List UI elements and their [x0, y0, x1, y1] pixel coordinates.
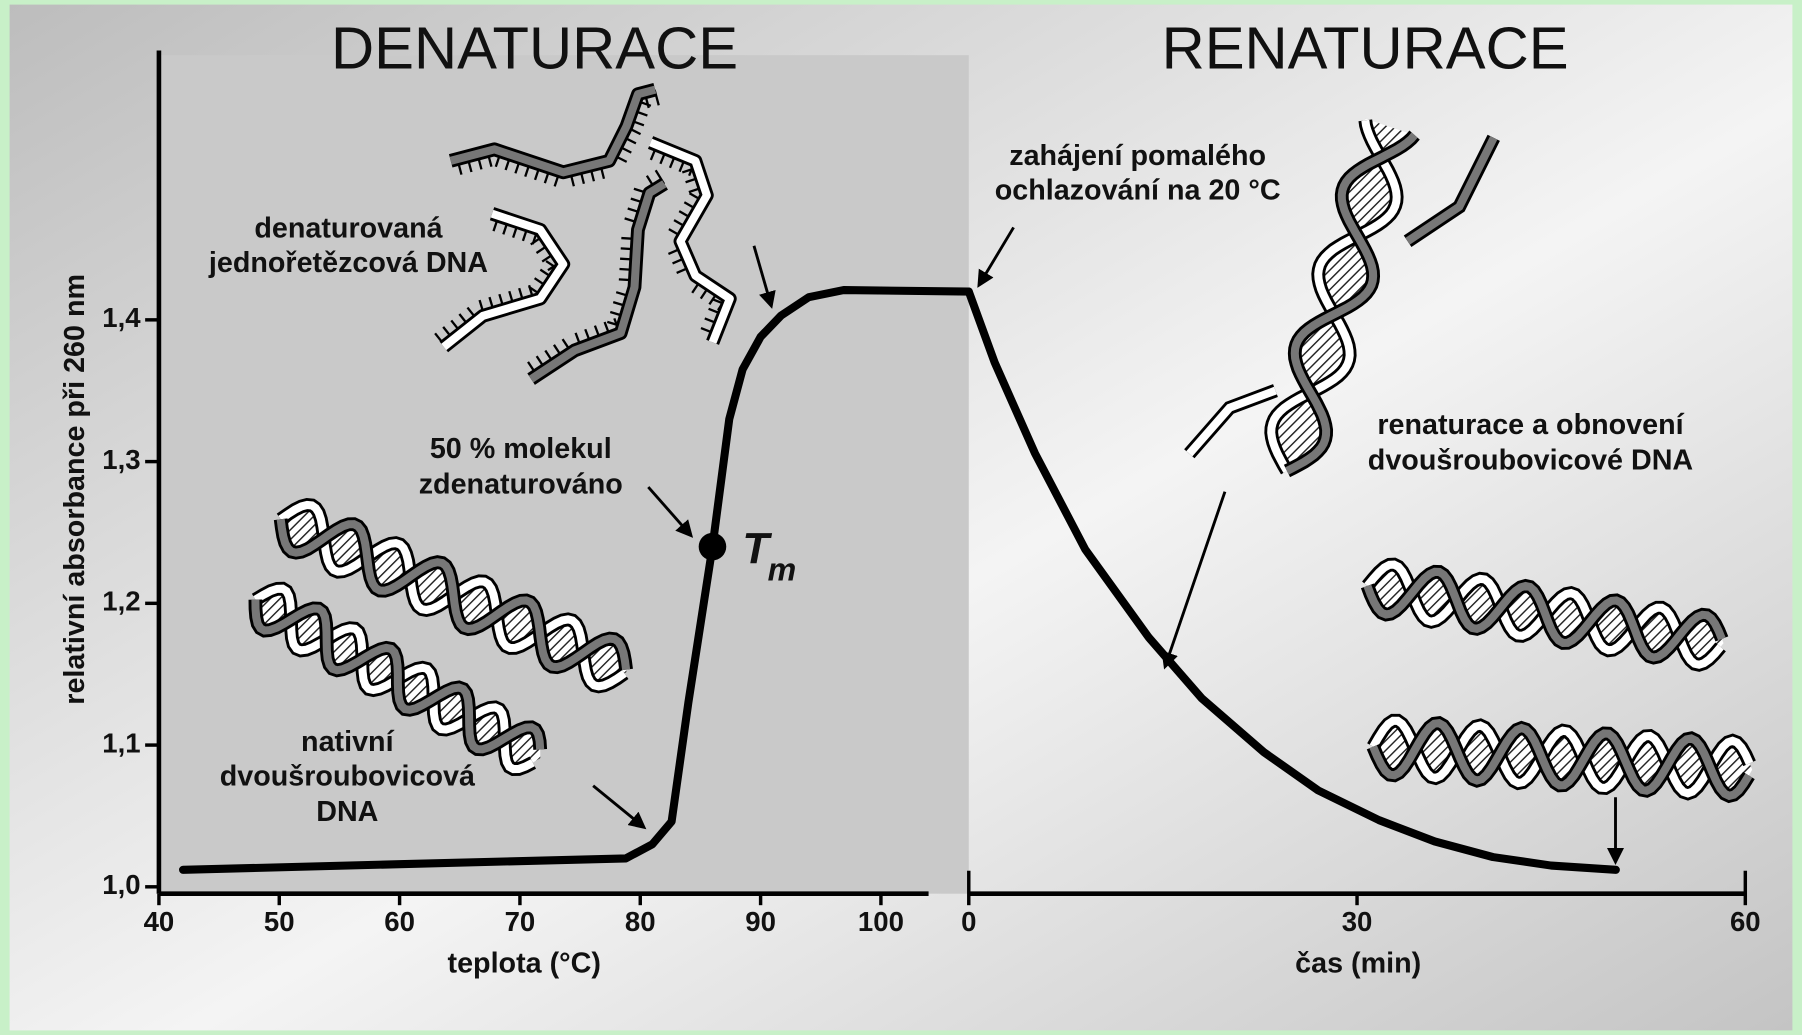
tm-subscript: m [768, 551, 797, 587]
annotation: nativní [301, 726, 395, 758]
annotation: zdenaturováno [419, 468, 623, 500]
x-tick-label: 60 [1730, 906, 1761, 937]
annotation: DNA [316, 796, 378, 828]
x-tick-label: 90 [745, 906, 776, 937]
annotation: 50 % molekul [430, 433, 612, 465]
x-tick-label: 0 [961, 906, 976, 937]
x-tick-label: 100 [858, 906, 904, 937]
x-axis-label: čas (min) [1295, 948, 1421, 980]
x-tick-label: 70 [505, 906, 536, 937]
x-tick-label: 80 [625, 906, 656, 937]
y-tick-label: 1,2 [102, 586, 140, 617]
annotation: jednořetězcová DNA [208, 247, 488, 279]
y-tick-label: 1,1 [102, 727, 140, 758]
y-tick-label: 1,0 [102, 869, 140, 900]
panel-title: DENATURACE [331, 15, 738, 82]
x-tick-label: 40 [144, 906, 175, 937]
annotation: zahájení pomalého [1009, 140, 1266, 172]
annotation: dvoušroubovicová [220, 760, 476, 792]
x-axis-label: teplota (°C) [448, 948, 601, 980]
x-tick-label: 60 [384, 906, 415, 937]
annotation: denaturovaná [254, 212, 443, 244]
x-tick-label: 50 [264, 906, 295, 937]
panel-title: RENATURACE [1162, 15, 1569, 82]
page: {"chart_data": [ {"type": "line", "title… [0, 0, 1802, 1035]
tm-point [699, 533, 727, 561]
x-tick-label: 30 [1342, 906, 1373, 937]
annotation: ochlazování na 20 °C [995, 174, 1281, 206]
annotation: dvoušroubovicové DNA [1368, 444, 1693, 476]
y-axis-label: relativní absorbance při 260 nm [59, 274, 91, 705]
y-tick-label: 1,4 [102, 302, 141, 333]
chart: 1,0 1,1 1,2 1,3 1,4 relativní absorbance při … [0, 0, 1802, 1035]
y-tick-label: 1,3 [102, 444, 140, 475]
annotation: renaturace a obnovení [1377, 409, 1684, 441]
